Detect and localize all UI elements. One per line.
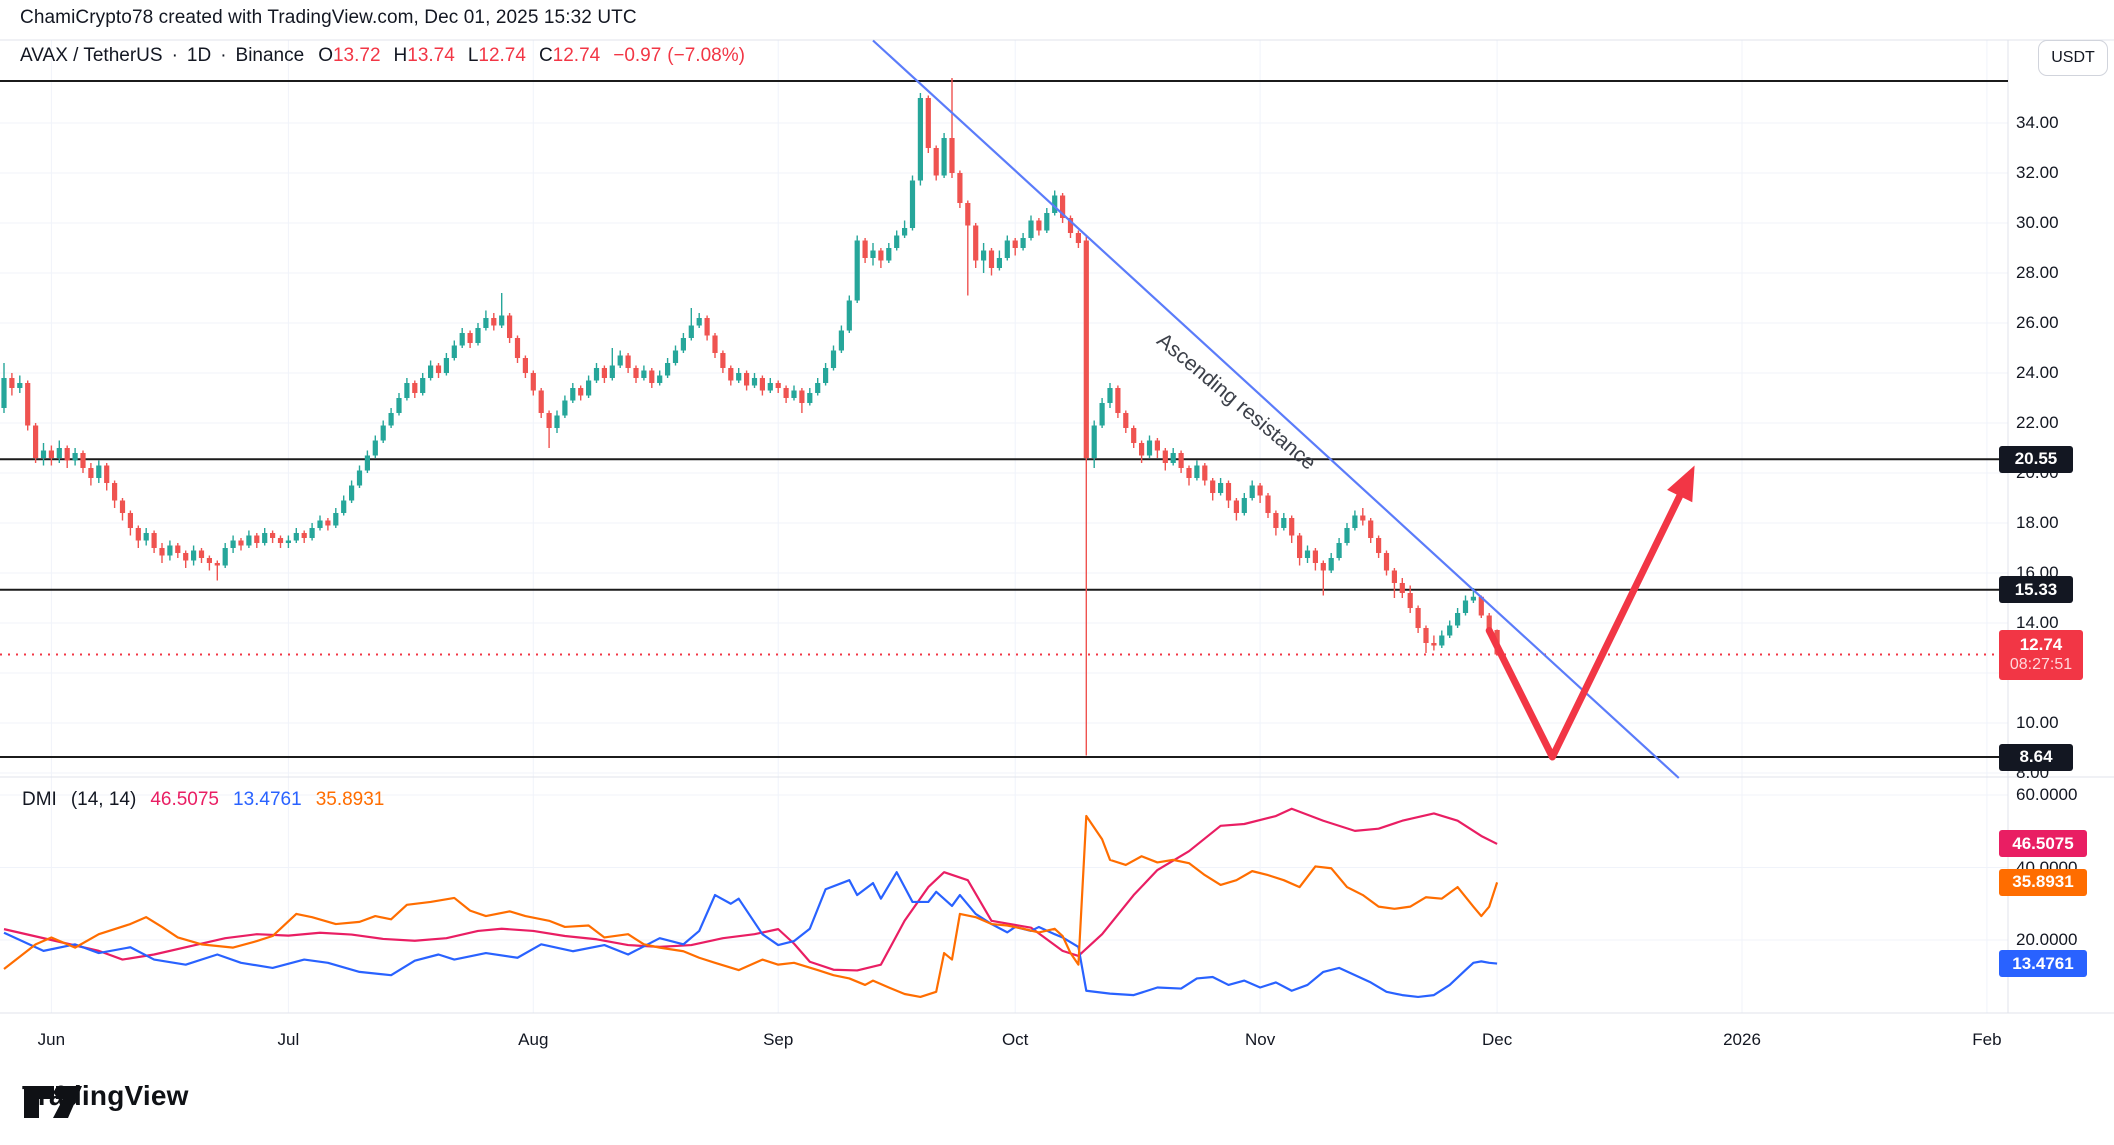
- watermark-attribution: ChamiCrypto78 created with TradingView.c…: [20, 7, 637, 28]
- price-tick-label: 34.00: [2016, 113, 2059, 132]
- high-value: 13.74: [407, 45, 455, 66]
- price-level-badge: 20.55: [1999, 445, 2073, 473]
- low-label: L: [467, 45, 479, 66]
- indicator-tick-label: 60.0000: [2016, 785, 2078, 804]
- interval-label[interactable]: 1D: [186, 45, 212, 66]
- close-label: C: [538, 45, 553, 66]
- pane-borders: [0, 39, 2114, 1014]
- dmi-params: (14, 14): [70, 789, 137, 810]
- indicator-tick-label: 20.0000: [2016, 930, 2078, 949]
- time-axis-label: 2026: [1723, 1030, 1761, 1049]
- forecast-arrow-drawing[interactable]: [1485, 465, 1695, 761]
- trendline-drawing[interactable]: [872, 39, 1680, 779]
- dmi-adx-value: 46.5075: [150, 789, 219, 810]
- tradingview-logo-icon: [24, 1085, 82, 1118]
- time-axis-label: Sep: [763, 1030, 794, 1049]
- open-label: O: [318, 45, 333, 66]
- time-axis-label: Nov: [1244, 1030, 1276, 1049]
- price-tick-label: 32.00: [2016, 163, 2059, 182]
- price-tick-label: 10.00: [2016, 713, 2059, 732]
- dmi-value-badge: 13.4761: [1999, 950, 2087, 978]
- legend-separator: ·: [220, 45, 227, 66]
- symbol-legend: AVAX / TetherUS · 1D · Binance O13.72 H1…: [20, 45, 745, 67]
- time-axis-label: Dec: [1481, 1030, 1513, 1049]
- price-tick-label: 14.00: [2016, 613, 2059, 632]
- symbol-name[interactable]: AVAX / TetherUS: [20, 45, 163, 66]
- dmi-legend: DMI (14, 14) 46.5075 13.4761 35.8931: [22, 789, 384, 811]
- grid-lines: [0, 40, 2008, 1013]
- high-label: H: [393, 45, 408, 66]
- tradingview-logo[interactable]: TradingView: [22, 1080, 189, 1118]
- price-tick-label: 26.00: [2016, 313, 2059, 332]
- currency-toggle-button[interactable]: USDT: [2038, 40, 2108, 76]
- open-value: 13.72: [332, 45, 381, 66]
- dmi-series[interactable]: [3, 807, 1499, 999]
- dmi-value-badge: 46.5075: [1999, 830, 2087, 858]
- dmi-value-badge: 35.8931: [1999, 868, 2087, 896]
- dmi-plusdi-value: 13.4761: [233, 789, 302, 810]
- ohlc-values: O13.72 H13.74 L12.74 C12.74 −0.97 (−7.08…: [318, 45, 745, 67]
- legend-separator: ·: [171, 45, 178, 66]
- price-tick-label: 22.00: [2016, 413, 2059, 432]
- bar-countdown: 08:27:51: [2009, 656, 2073, 674]
- time-axis-label: Aug: [518, 1030, 549, 1049]
- price-tick-label: 28.00: [2016, 263, 2059, 282]
- current-price-value: 12.74: [2019, 634, 2063, 654]
- close-value: 12.74: [552, 45, 601, 66]
- price-tick-label: 18.00: [2016, 513, 2059, 532]
- change-value: −0.97: [613, 45, 662, 66]
- price-level-badge: 15.33: [1999, 576, 2073, 604]
- price-tick-label: 24.00: [2016, 363, 2059, 382]
- price-tick-label: 30.00: [2016, 213, 2059, 232]
- current-price-badge: 12.74 08:27:51: [1999, 629, 2083, 680]
- dmi-minusdi-value: 35.8931: [315, 789, 385, 810]
- exchange-label[interactable]: Binance: [235, 45, 305, 66]
- horizontal-level-lines[interactable]: [0, 80, 2008, 758]
- dmi-name[interactable]: DMI: [22, 789, 57, 810]
- change-percent: (−7.08%): [667, 45, 745, 66]
- low-value: 12.74: [478, 45, 526, 66]
- candlestick-series[interactable]: [1, 78, 1500, 756]
- time-axis-label: Jul: [277, 1030, 300, 1049]
- time-axis-label: Oct: [1001, 1030, 1029, 1049]
- price-level-badge: 8.64: [1999, 743, 2073, 771]
- time-axis-label: Jun: [37, 1030, 66, 1049]
- time-axis-label: Feb: [1972, 1030, 2002, 1049]
